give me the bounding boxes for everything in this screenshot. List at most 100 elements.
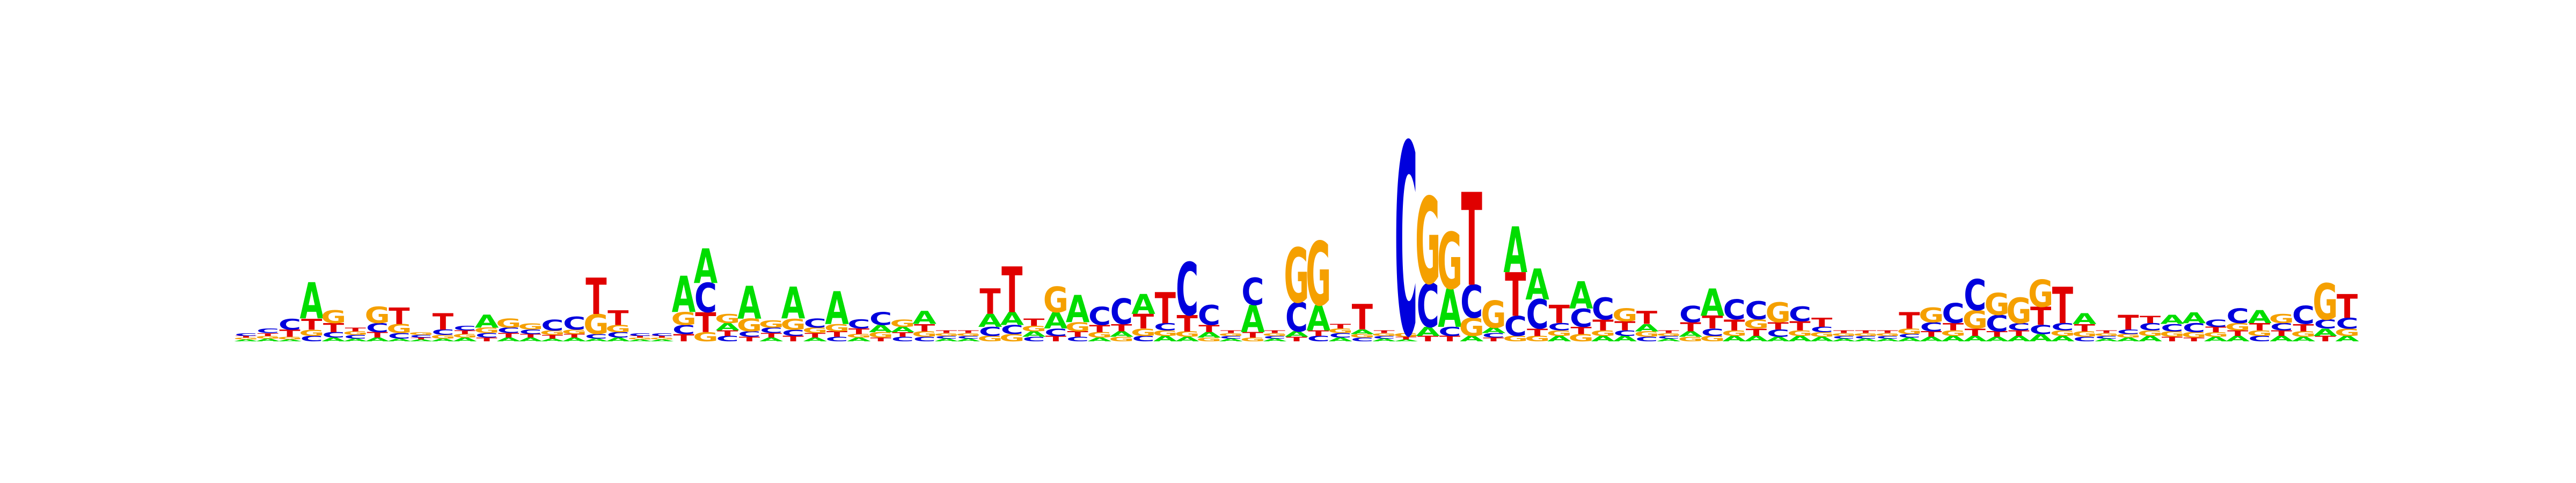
logo-letter-g: G <box>1415 173 1440 311</box>
logo-letter-c: C <box>2030 323 2052 337</box>
logo-letter-g: G <box>824 322 850 334</box>
logo-letter-c: C <box>2073 335 2096 343</box>
logo-letter-a: A <box>715 321 740 333</box>
logo-letter-g: G <box>1919 304 1944 327</box>
logo-letter-g: G <box>1656 332 1681 336</box>
logo-letter-g: G <box>715 312 740 326</box>
logo-letter-g: G <box>1262 332 1287 336</box>
logo-letter-g: G <box>1525 334 1550 343</box>
logo-letter-a: A <box>1722 334 1746 343</box>
logo-letter-t: T <box>1155 284 1176 334</box>
logo-letter-g: G <box>1218 332 1243 336</box>
logo-letter-c: C <box>760 326 782 335</box>
logo-letter-a: A <box>934 338 958 342</box>
logo-letter-g: G <box>255 335 281 339</box>
logo-letter-t: T <box>652 335 672 338</box>
logo-letter-c: C <box>431 328 454 336</box>
logo-letter-g: G <box>956 332 981 336</box>
logo-letter-c: C <box>2008 321 2030 333</box>
logo-letter-c: C <box>366 321 389 335</box>
logo-letter-g: G <box>364 302 390 328</box>
logo-letter-t: T <box>345 327 366 333</box>
logo-letter-c: C <box>2095 335 2118 339</box>
logo-letter-t: T <box>892 331 913 339</box>
logo-letter-t: T <box>2249 321 2270 333</box>
logo-letter-t: T <box>695 306 716 339</box>
logo-letter-t: T <box>1111 322 1132 334</box>
logo-letter-c: C <box>1898 333 1921 339</box>
logo-letter-t: T <box>1921 330 1942 338</box>
logo-letter-a: A <box>1635 322 1659 334</box>
logo-letter-t: T <box>1373 330 1394 334</box>
logo-letter-t: T <box>1680 320 1701 334</box>
logo-letter-c: C <box>1263 335 1286 339</box>
logo-letter-c: C <box>1811 325 1833 334</box>
logo-letter-g: G <box>1941 329 1966 338</box>
logo-letter-c: C <box>1329 332 1351 339</box>
logo-letter-g: G <box>2312 274 2338 332</box>
logo-letter-g: G <box>452 333 478 339</box>
logo-letter-a: A <box>891 325 915 334</box>
logo-letter-t: T <box>1943 321 1964 333</box>
logo-letter-a: A <box>540 338 565 342</box>
logo-letter-g: G <box>1328 327 1353 335</box>
logo-letter-t: T <box>367 331 388 339</box>
logo-letter-a: A <box>1438 279 1462 339</box>
logo-letter-a: A <box>2314 327 2338 339</box>
logo-letter-t: T <box>2271 329 2293 338</box>
logo-letter-c: C <box>1526 291 1548 338</box>
logo-letter-c: C <box>738 330 760 338</box>
logo-letter-t: T <box>1571 325 1592 336</box>
logo-letter-a: A <box>978 311 1002 332</box>
logo-letter-t: T <box>2118 311 2139 334</box>
logo-letter-c: C <box>2205 318 2227 330</box>
logo-letter-c: C <box>1110 291 1133 332</box>
logo-letter-a: A <box>2095 338 2119 342</box>
logo-letter-t: T <box>1395 336 1416 340</box>
logo-letter-g: G <box>1372 332 1397 336</box>
logo-letter-t: T <box>2140 314 2161 326</box>
logo-letter-t: T <box>958 330 979 334</box>
logo-letter-t: T <box>1636 308 1657 328</box>
logo-letter-g: G <box>1240 336 1265 342</box>
logo-letter-a: A <box>672 266 696 324</box>
logo-letter-t: T <box>1483 336 1504 342</box>
logo-letter-c: C <box>672 323 695 337</box>
logo-letter-a: A <box>431 338 455 342</box>
logo-letter-a: A <box>628 339 652 342</box>
logo-letter-g: G <box>233 337 259 340</box>
logo-letter-a: A <box>1701 282 1725 325</box>
logo-letter-g: G <box>1350 333 1375 339</box>
logo-letter-g: G <box>977 334 1002 343</box>
logo-letter-a: A <box>1241 298 1265 342</box>
logo-letter-c: C <box>301 334 323 343</box>
logo-letter-g: G <box>1196 336 1221 342</box>
logo-letter-t: T <box>1417 334 1439 343</box>
logo-letter-c: C <box>847 317 870 332</box>
logo-letter-a: A <box>825 282 849 335</box>
logo-letter-c: C <box>2051 321 2074 333</box>
logo-letter-g: G <box>1459 313 1484 342</box>
logo-letter-g: G <box>890 318 915 330</box>
logo-letter-c: C <box>2117 328 2140 335</box>
logo-letter-t: T <box>782 334 804 343</box>
logo-letter-g: G <box>1766 296 1791 328</box>
logo-letter-g: G <box>1590 329 1615 338</box>
logo-letter-g: G <box>671 309 696 330</box>
logo-letter-t: T <box>848 327 870 335</box>
